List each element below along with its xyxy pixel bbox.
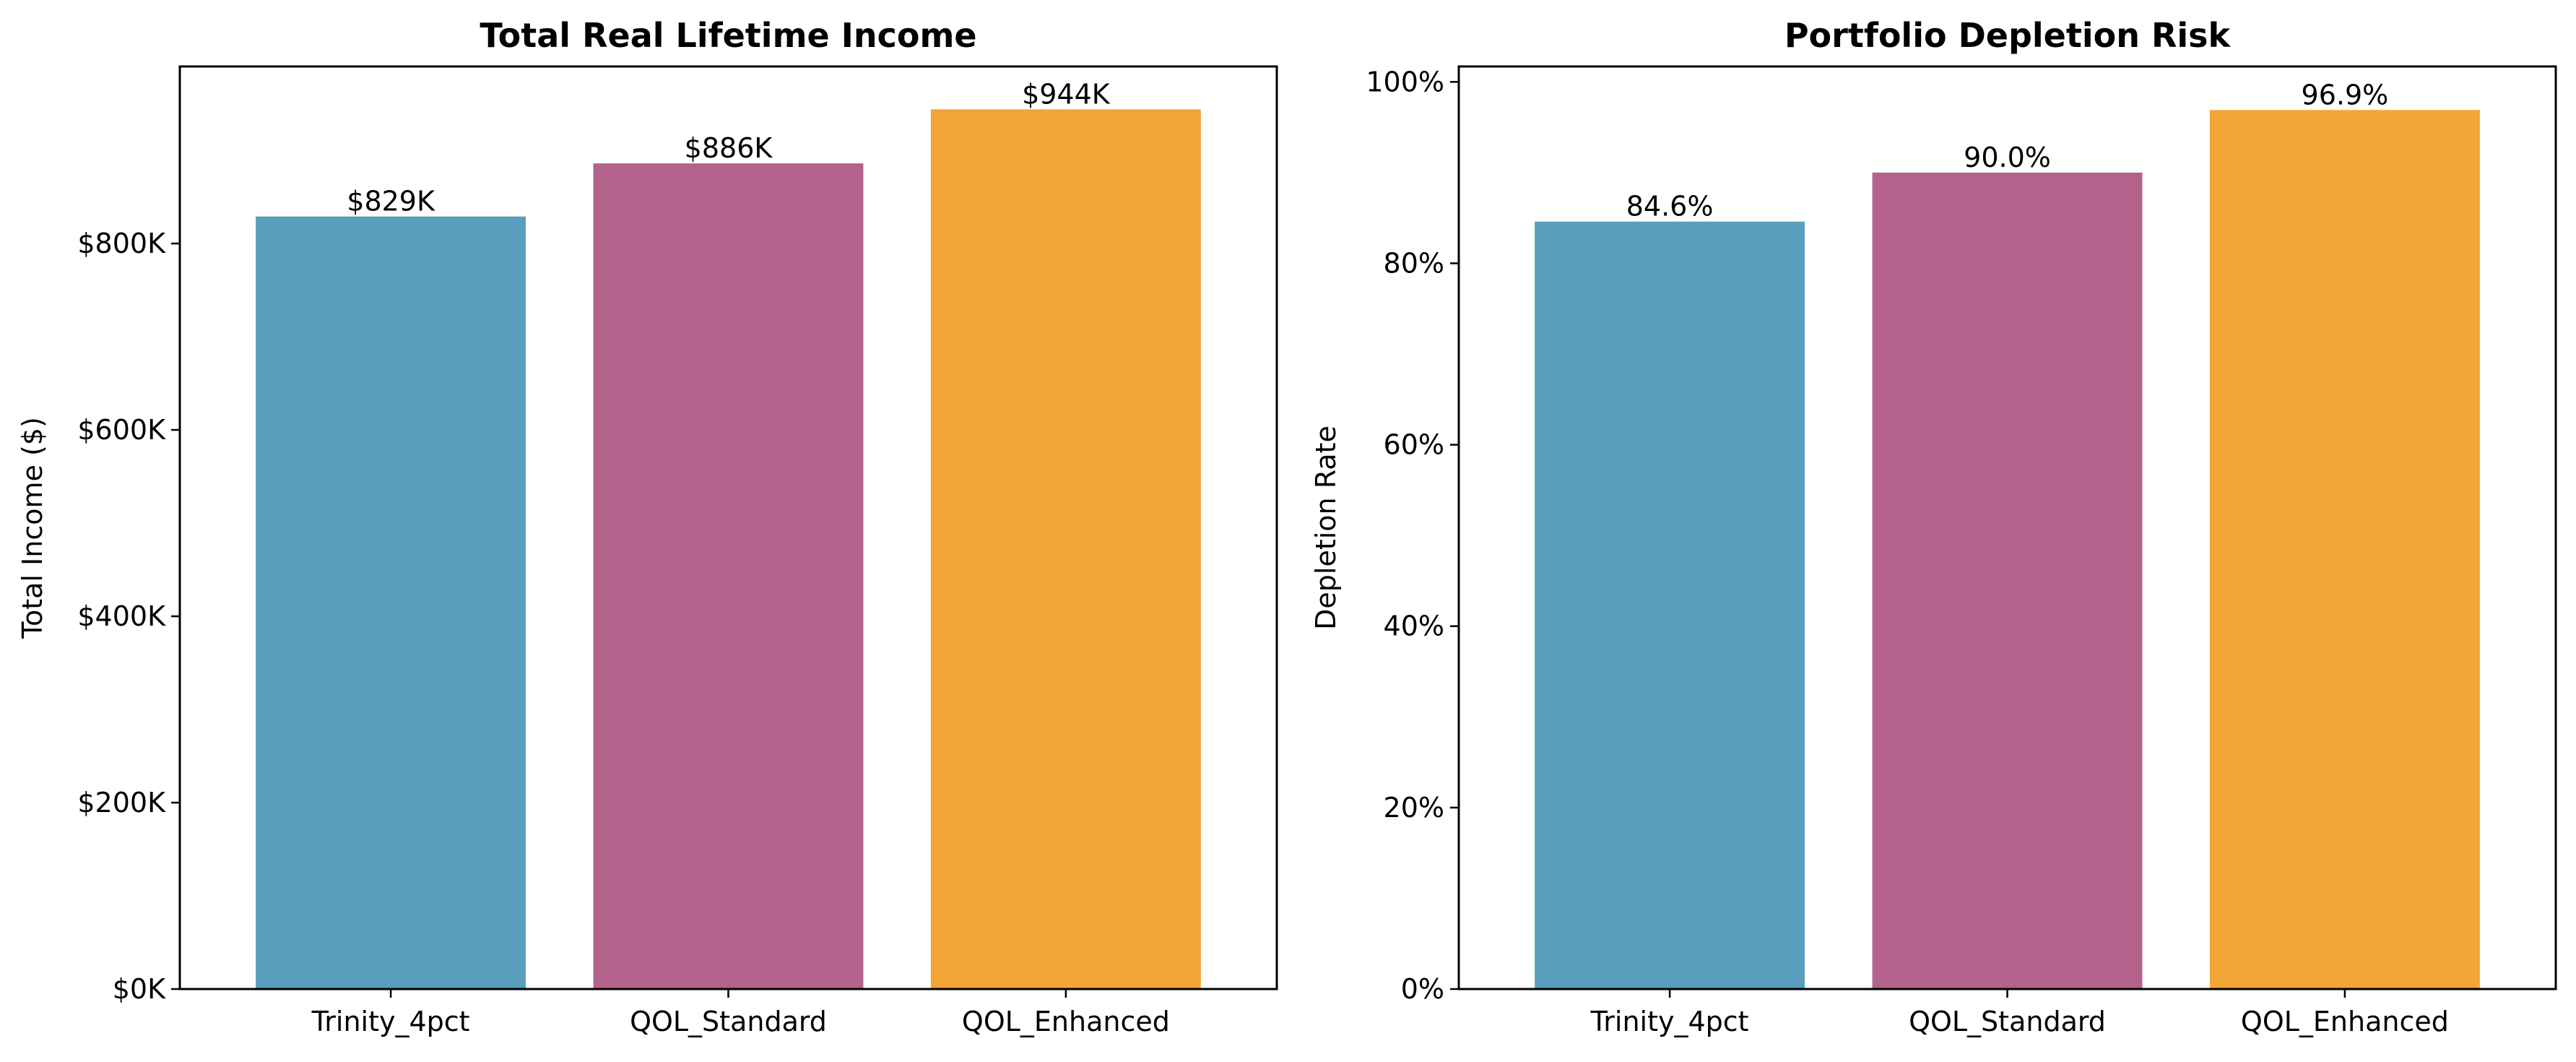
depletion-y-tick-label: 0%: [1401, 973, 1444, 1005]
depletion-y-tick-label: 80%: [1384, 247, 1444, 279]
depletion-y-axis-label: Depletion Rate: [1310, 426, 1342, 630]
income-data-label: $886K: [685, 132, 773, 164]
income-x-tick-label: QOL_Enhanced: [962, 1006, 1170, 1037]
income-bar-qol-enhanced: [930, 109, 1201, 990]
depletion-bar-trinity-4pct: [1535, 221, 1805, 990]
income-x-tick-label: Trinity_4pct: [311, 1006, 470, 1037]
income-y-tick-label: $400K: [77, 600, 166, 632]
depletion-y-tick-label: 60%: [1384, 429, 1444, 461]
depletion-data-label: 96.9%: [2302, 79, 2389, 111]
depletion-y-tick-label: 20%: [1384, 792, 1444, 824]
depletion-bar-qol-standard: [1872, 172, 2143, 989]
income-y-tick-label: $600K: [77, 414, 166, 446]
depletion-x-tick-label: QOL_Enhanced: [2241, 1006, 2449, 1037]
income-x-tick-label: QOL_Standard: [630, 1006, 827, 1037]
depletion-y-tick-label: 100%: [1366, 66, 1444, 98]
income-data-label: $829K: [347, 186, 435, 217]
income-y-axis-label: Total Income ($): [17, 417, 48, 639]
income-chart-title: Total Real Lifetime Income: [480, 16, 976, 55]
depletion-y-tick-label: 40%: [1384, 610, 1444, 642]
income-bar-trinity-4pct: [256, 216, 526, 990]
depletion-axes-frame: [1457, 65, 2557, 990]
depletion-chart-title: Portfolio Depletion Risk: [1784, 16, 2232, 55]
depletion-chart-panel: Portfolio Depletion Risk Depletion Rate 84…: [1310, 16, 2557, 1037]
depletion-data-label: 90.0%: [1964, 142, 2051, 173]
income-axes-frame: [178, 65, 1278, 990]
income-data-label: $944K: [1022, 78, 1111, 110]
depletion-bar-qol-enhanced: [2209, 110, 2480, 990]
income-y-tick-label: $800K: [77, 228, 166, 259]
depletion-x-tick-label: Trinity_4pct: [1590, 1006, 1749, 1037]
depletion-data-label: 84.6%: [1626, 191, 1714, 223]
income-chart-panel: Total Real Lifetime Income Total Income (…: [17, 16, 1278, 1037]
income-y-tick-label: $200K: [77, 787, 166, 819]
depletion-x-tick-label: QOL_Standard: [1909, 1006, 2106, 1037]
income-bar-qol-standard: [593, 163, 864, 989]
income-y-tick-label: $0K: [113, 973, 166, 1005]
